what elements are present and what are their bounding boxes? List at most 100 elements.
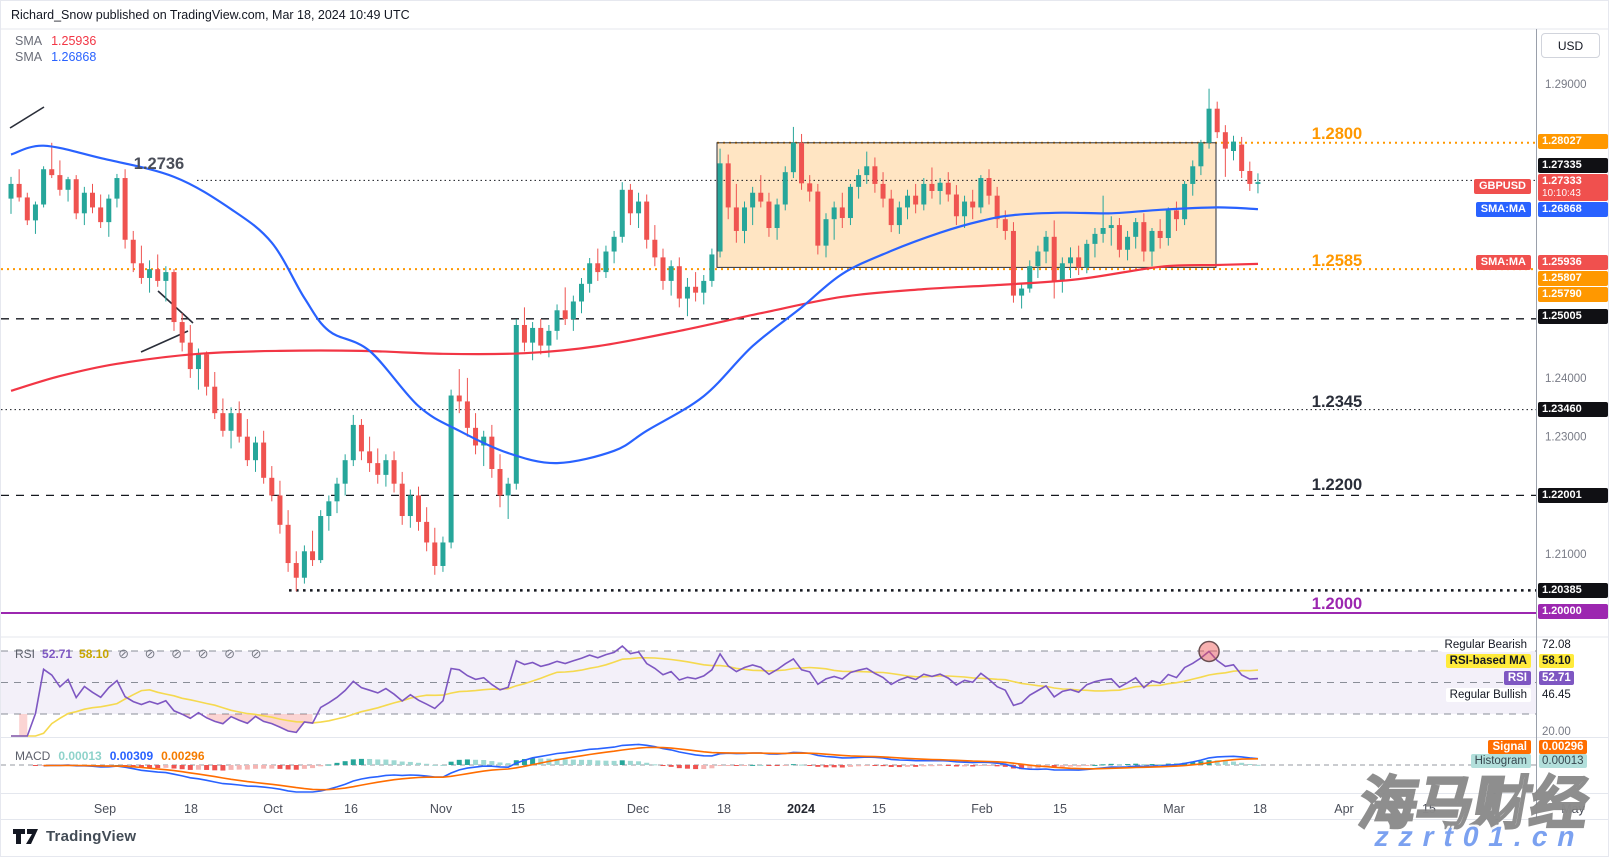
time-axis-label[interactable]: 18 (1253, 802, 1267, 816)
candle-body (693, 286, 699, 293)
rsi-legend[interactable]: RSI 52.71 58.10 ⊘ ⊘ ⊘ ⊘ ⊘ ⊘ (15, 646, 268, 662)
candle-body (782, 172, 788, 205)
candle-body (212, 386, 218, 414)
macd-row-label: Histogram (1470, 754, 1531, 768)
macd-histogram-bar (684, 765, 690, 769)
candle-body (815, 191, 821, 246)
macd-histogram-bar (929, 765, 935, 767)
macd-legend[interactable]: MACD 0.00013 0.00309 0.00296 (15, 749, 205, 763)
currency-button[interactable]: USD (1541, 33, 1600, 58)
candle-body (391, 460, 397, 484)
macd-histogram-bar (293, 765, 299, 770)
macd-histogram-bar (660, 765, 666, 767)
time-axis-label[interactable]: 15 (511, 802, 525, 816)
candle-body (293, 563, 299, 578)
macd-histogram-bar (342, 761, 348, 765)
candle-body (301, 551, 307, 578)
time-axis-label[interactable]: 15 (1422, 802, 1436, 816)
badge-price: 1.25807 (1542, 272, 1582, 284)
macd-histogram-bar (595, 760, 601, 765)
price-axis-tick: 1.24000 (1545, 373, 1587, 385)
candle-body (905, 195, 910, 208)
time-axis-label[interactable]: 18 (717, 802, 731, 816)
macd-histogram-bar (1051, 765, 1057, 768)
macd-histogram-bar (864, 765, 870, 766)
candle-body (750, 192, 756, 208)
macd-histogram-bar (481, 760, 487, 765)
badge-price: 1.20385 (1542, 584, 1582, 596)
badge-price: 1.25936 (1542, 256, 1582, 268)
macd-histogram-bar (505, 763, 511, 765)
time-axis-label[interactable]: 16 (344, 802, 358, 816)
candle-body (65, 179, 71, 190)
candle-body (1149, 230, 1155, 252)
macd-histogram-bar (489, 761, 495, 765)
candle-body (228, 413, 234, 431)
candle-body (1027, 266, 1033, 289)
price-axis-badge: 1.26868 (1538, 202, 1608, 217)
time-axis-label[interactable]: Nov (430, 802, 453, 816)
candle-body (358, 424, 364, 452)
time-axis-label[interactable]: Oct (263, 802, 283, 816)
rsi-divergence-circle[interactable] (1198, 640, 1220, 663)
time-axis-label[interactable]: 15 (1053, 802, 1067, 816)
time-axis-label[interactable]: Feb (971, 802, 993, 816)
time-axis-label[interactable]: Sep (94, 802, 116, 816)
macd-histogram-bar (994, 765, 1000, 767)
time-axis-label[interactable]: May (1561, 802, 1585, 816)
candle-body (1133, 222, 1139, 237)
macd-histogram-bar (32, 765, 38, 766)
candle-body (513, 324, 519, 484)
macd-histogram-bar (554, 758, 560, 765)
time-axis-label[interactable]: 2024 (787, 802, 815, 816)
sma-legend-row[interactable]: SMA 1.25936 (15, 34, 96, 48)
candle-body (611, 236, 617, 252)
candle-body (505, 483, 511, 496)
candle-body (122, 178, 128, 240)
sma-value: 1.25936 (51, 34, 97, 48)
candle-body (456, 395, 462, 402)
time-axis-label[interactable]: Mar (1163, 802, 1185, 816)
candle-body (261, 442, 267, 478)
macd-histogram-bar (799, 764, 805, 766)
macd-histogram-bar (913, 765, 919, 767)
candle-body (375, 463, 381, 475)
macd-histogram-bar (277, 765, 283, 769)
rsi-value: 52.71 (42, 647, 73, 661)
rsi-row-value: 58.10 (1539, 654, 1574, 668)
symbol-price-label: GBPUSD (1473, 179, 1531, 194)
macd-histogram-bar (570, 759, 576, 765)
price-axis-badge: 1.25936 (1538, 255, 1608, 270)
sma-legend-row[interactable]: SMA 1.26868 (15, 50, 96, 64)
macd-histogram-bar (179, 765, 185, 770)
candle-body (106, 198, 112, 223)
candle-body (8, 183, 14, 199)
tradingview-brand[interactable]: TradingView (13, 827, 136, 846)
rsi-ma-line (11, 657, 1259, 737)
candle-body (856, 175, 862, 187)
macd-histogram-bar (1116, 764, 1122, 766)
level-label: 1.2200 (1312, 476, 1362, 494)
watermark-url: zzrt01.cn (1371, 821, 1589, 852)
time-axis-label[interactable]: Dec (627, 802, 649, 816)
macd-histogram-bar (261, 765, 267, 769)
macd-row-value: 0.00296 (1539, 740, 1587, 754)
candle-body (896, 207, 902, 226)
published-header: Richard_Snow published on TradingView.co… (11, 8, 410, 22)
trendline-drawing[interactable] (9, 106, 45, 129)
sma-label: SMA (15, 34, 43, 48)
rsi-line (11, 645, 1259, 737)
candle-body (489, 436, 495, 469)
time-axis-label[interactable]: Apr (1334, 802, 1353, 816)
rsi-ma-value: 58.10 (79, 647, 110, 661)
macd-histogram-bar (1125, 764, 1131, 766)
time-axis-label[interactable]: 18 (184, 802, 198, 816)
time-axis-label[interactable]: 15 (872, 802, 886, 816)
macd-signal-line (43, 746, 1259, 791)
macd-histogram-bar (383, 759, 389, 765)
macd-histogram-bar (701, 765, 707, 770)
macd-histogram-bar (1157, 764, 1163, 766)
candle-body (73, 179, 79, 214)
macd-histogram-bar (636, 761, 642, 765)
